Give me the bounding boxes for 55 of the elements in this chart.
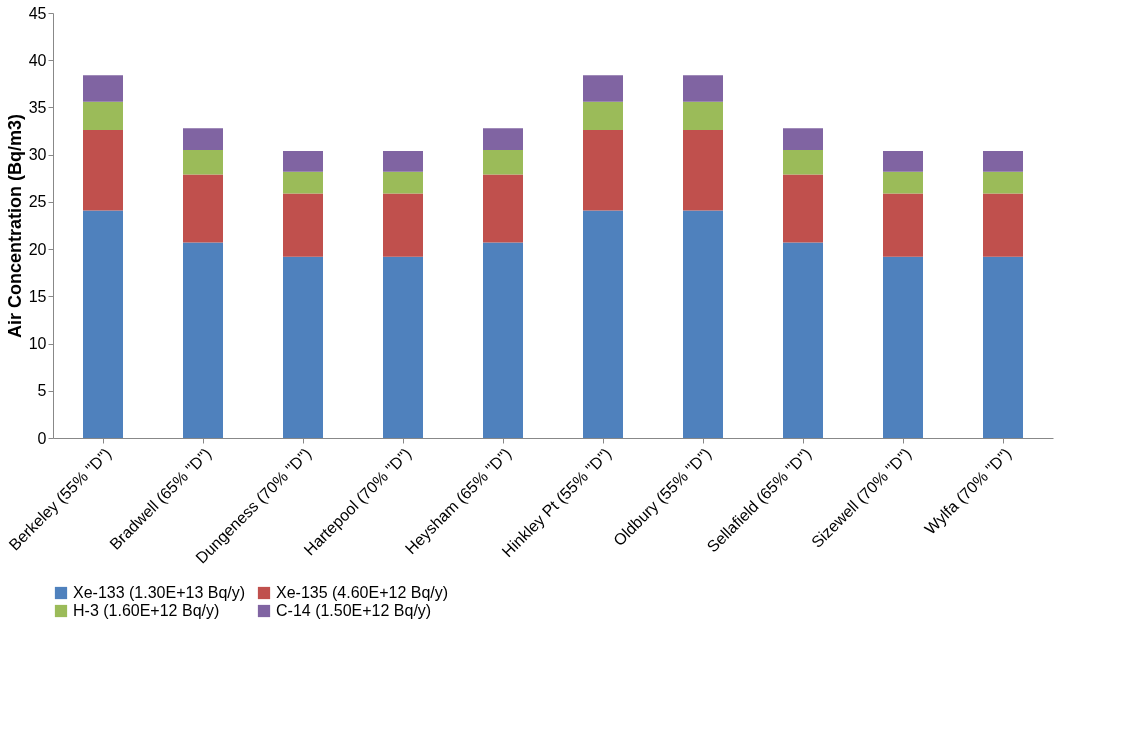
bar <box>583 75 623 102</box>
bar <box>983 256 1023 438</box>
bar <box>483 242 523 438</box>
bar <box>783 242 823 438</box>
y-tick-label: 5 <box>37 382 47 400</box>
bar <box>483 149 523 175</box>
bar <box>383 150 423 172</box>
y-tick-label: 10 <box>28 335 47 353</box>
bar <box>183 174 223 243</box>
bar <box>883 171 923 194</box>
bar <box>283 150 323 172</box>
bar <box>683 130 723 211</box>
bar <box>183 128 223 150</box>
y-tick-label: 40 <box>28 51 47 69</box>
bar <box>983 193 1023 257</box>
bar <box>883 150 923 172</box>
y-tick-label: 45 <box>28 4 47 22</box>
y-tick-label: 30 <box>28 146 47 164</box>
bar <box>183 242 223 438</box>
y-axis-title: Air Concentration (Bq/m3) <box>4 113 25 339</box>
bar <box>283 256 323 438</box>
y-tick-label: 25 <box>28 193 47 211</box>
bar <box>683 210 723 438</box>
bar <box>583 101 623 131</box>
bar <box>383 256 423 438</box>
bar <box>683 101 723 131</box>
bar <box>783 128 823 150</box>
bar <box>383 193 423 257</box>
bar <box>783 174 823 243</box>
bar <box>283 171 323 194</box>
bar <box>583 210 623 438</box>
bar <box>83 101 123 131</box>
y-tick-label: 15 <box>28 287 47 305</box>
bar <box>683 75 723 102</box>
bar <box>883 256 923 438</box>
y-tick-label: 20 <box>28 240 47 258</box>
y-tick-label: 0 <box>37 429 47 447</box>
legend-label: Xe-135 (4.60E+12 Bq/y) <box>276 584 449 601</box>
bar <box>83 130 123 211</box>
bar <box>483 174 523 243</box>
bar <box>183 149 223 175</box>
y-tick-label: 35 <box>28 98 47 116</box>
bar <box>983 171 1023 194</box>
bar <box>283 193 323 257</box>
bar <box>83 75 123 102</box>
bar <box>783 149 823 175</box>
bar <box>83 210 123 438</box>
legend-label: Xe-133 (1.30E+13 Bq/y) <box>73 584 246 601</box>
bar <box>983 150 1023 172</box>
bar <box>383 171 423 194</box>
bar <box>483 128 523 150</box>
legend-label: H-3 (1.60E+12 Bq/y) <box>73 602 220 619</box>
bar <box>883 193 923 257</box>
legend-label: C-14 (1.50E+12 Bq/y) <box>276 602 432 619</box>
bar <box>583 130 623 211</box>
